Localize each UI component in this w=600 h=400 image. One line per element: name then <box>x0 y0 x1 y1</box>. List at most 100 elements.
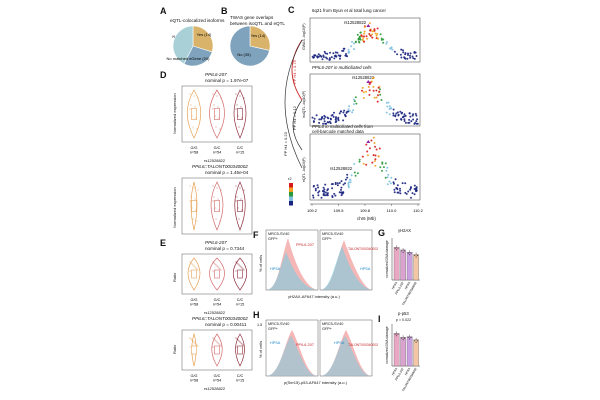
bar-label: HPSA <box>404 281 412 290</box>
violin-point <box>196 220 198 222</box>
violin-point <box>240 106 242 108</box>
panel-f-control-right: HPSA <box>360 267 371 271</box>
snp-point <box>366 37 369 40</box>
r2-legend-title: r2 <box>288 176 292 181</box>
boxplot <box>214 200 220 212</box>
pp-label-1: PP H4 = 0.75 <box>292 59 297 84</box>
snp-point <box>386 166 389 169</box>
snp-point <box>317 53 320 56</box>
panel-a: A eQTL-colocalized isoforms Yes (14)No (… <box>160 6 225 67</box>
violin-point <box>238 218 240 220</box>
genotype-count: n=15 <box>236 151 245 155</box>
snp-point <box>386 105 389 108</box>
snp-point <box>372 136 375 139</box>
snp-point <box>329 117 332 120</box>
snp-point <box>312 194 314 197</box>
snp-point <box>379 93 382 96</box>
genotype-label: C/C <box>237 146 244 150</box>
panel-f-gfp-right: GFP+ <box>322 237 333 241</box>
r2-legend <box>289 183 293 206</box>
snp-point <box>399 189 402 192</box>
violin-point <box>240 198 242 200</box>
snp-point <box>325 194 327 197</box>
boxplot <box>237 200 243 212</box>
snp-point <box>345 53 347 55</box>
panel-b: B TWAS gene overlaps between isoQTL and … <box>221 6 285 67</box>
locus-frame-gwas <box>309 17 421 63</box>
panel-h-xlabel: p(Ser15)-p53-AF647 intensity (a.u.) <box>284 380 348 385</box>
boxplot <box>191 200 197 212</box>
snp-point <box>412 113 415 116</box>
panel-i-letter: I <box>378 314 381 324</box>
violin-point <box>192 264 194 266</box>
snp-point <box>382 166 385 169</box>
snp-point <box>314 187 317 190</box>
violin-point <box>238 126 240 128</box>
pie-slice <box>229 25 270 67</box>
violin-point <box>239 265 241 267</box>
panel-c-snp-isoqtl: rs12528822 <box>352 75 375 80</box>
snp-point <box>369 34 372 37</box>
snp-point <box>405 192 408 195</box>
panel-e-title-1: PPIL6-207 <box>205 240 227 245</box>
snp-point <box>407 52 409 55</box>
snp-point <box>322 122 325 125</box>
snp-point <box>363 32 366 35</box>
snp-point <box>361 89 363 92</box>
bar-point <box>401 337 403 339</box>
snp-point <box>347 185 350 187</box>
snp-point <box>359 37 362 40</box>
snp-point <box>358 160 361 163</box>
snp-point <box>318 118 321 121</box>
violin-point <box>190 262 192 264</box>
violin-point <box>237 115 239 117</box>
panel-e-categories-2: G/Gn=58 G/Cn=54 C/Cn=15 <box>190 374 245 383</box>
pie-slice <box>249 25 271 51</box>
snp-point <box>347 110 350 113</box>
snp-point <box>343 109 346 112</box>
genotype-count: n=54 <box>213 303 222 307</box>
snp-point <box>400 56 403 59</box>
violin-point <box>235 93 237 95</box>
panel-h-letter: H <box>253 310 260 320</box>
panel-f-label-b: TALONT000340002 <box>348 247 378 251</box>
panel-d-title-1: PPIL6-207 <box>205 72 227 77</box>
violin-point <box>219 268 221 270</box>
violin-point <box>190 196 192 198</box>
snp-point <box>372 85 375 88</box>
bar-point <box>414 254 416 257</box>
snp-point <box>334 183 337 186</box>
snp-point <box>354 174 357 177</box>
snp-point <box>413 51 416 54</box>
violin-point <box>236 338 238 340</box>
violin-point <box>191 115 193 117</box>
snp-point <box>312 56 315 59</box>
snp-point <box>330 183 333 186</box>
snp-point <box>333 111 335 114</box>
panel-g-letter: G <box>378 228 385 238</box>
violin <box>232 257 248 291</box>
snp-point <box>342 49 345 52</box>
snp-point <box>415 122 418 125</box>
snp-point <box>395 112 398 115</box>
snp-point <box>358 36 361 39</box>
violin-point <box>217 266 219 268</box>
violin-point <box>235 270 237 272</box>
locus-frame-eqtl <box>309 133 421 201</box>
panel-g-title: γH2AX <box>398 228 411 233</box>
snp-point <box>413 193 416 196</box>
panel-d-p-1: nominal p = 1.97e-07 <box>205 78 249 83</box>
locus-x-ticks: 109.2 109.5 109.8 110.0 110.2 <box>307 204 424 213</box>
locus-x-label: chr6 (Mb) <box>357 216 376 221</box>
bar-point <box>402 251 404 253</box>
snp-point <box>402 51 405 54</box>
snp-point <box>356 172 359 175</box>
snp-point <box>323 188 326 191</box>
snp-point <box>388 180 391 183</box>
snp-point <box>318 121 321 124</box>
panel-d-categories-1: G/Gn=58 G/Cn=54 C/Cn=15 <box>190 146 245 155</box>
r2-legend-swatch <box>289 201 293 206</box>
snp-point <box>371 36 374 39</box>
pie-slice-label: Yes (14) <box>197 32 212 37</box>
